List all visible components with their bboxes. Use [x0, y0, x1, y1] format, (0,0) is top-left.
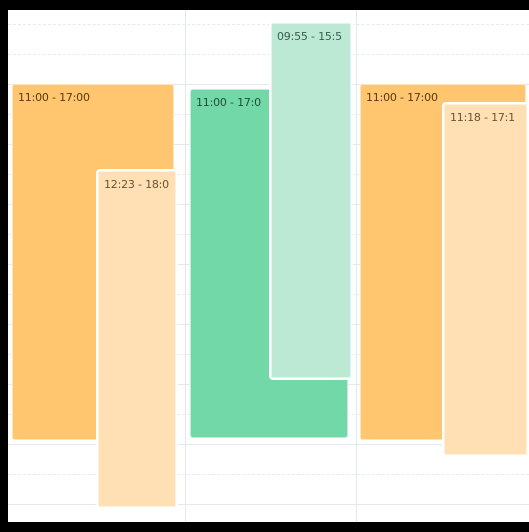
event-time-label: 11:00 - 17:00 [366, 91, 438, 104]
hour-line [8, 504, 529, 505]
event-time-label: 09:55 - 15:5 [277, 30, 342, 43]
event-time-label: 11:00 - 17:00 [18, 91, 90, 104]
event-time-label: 12:23 - 18:0 [104, 178, 169, 191]
calendar-event[interactable]: 12:23 - 18:0 [96, 169, 178, 509]
day-column-divider [356, 10, 357, 522]
day-column-divider [185, 10, 186, 522]
event-time-label: 11:00 - 17:0 [196, 96, 261, 109]
calendar-event[interactable]: 09:55 - 15:5 [269, 21, 353, 380]
event-time-label: 11:18 - 17:1 [450, 111, 515, 124]
time-slot-line [8, 474, 529, 475]
calendar-event[interactable]: 11:18 - 17:1 [442, 102, 529, 457]
